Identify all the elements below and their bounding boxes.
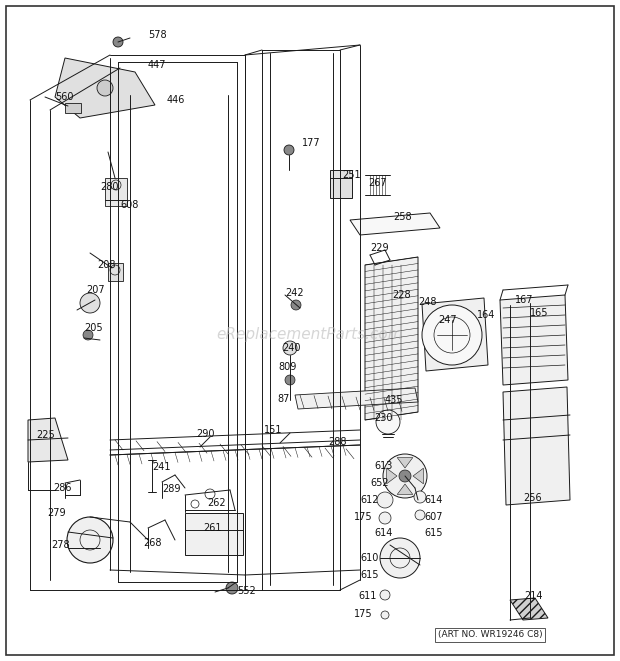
Circle shape — [291, 300, 301, 310]
Text: 552: 552 — [237, 586, 255, 596]
Polygon shape — [350, 213, 440, 235]
Polygon shape — [295, 388, 418, 409]
Text: 614: 614 — [374, 528, 392, 538]
Text: (ART NO. WR19246 C8): (ART NO. WR19246 C8) — [438, 631, 542, 639]
Text: 612: 612 — [360, 495, 378, 505]
Polygon shape — [387, 468, 397, 484]
Text: 230: 230 — [374, 413, 392, 423]
Text: 278: 278 — [51, 540, 69, 550]
Text: 225: 225 — [36, 430, 55, 440]
Text: 267: 267 — [368, 178, 387, 188]
Text: 261: 261 — [203, 523, 221, 533]
Circle shape — [422, 305, 482, 365]
Circle shape — [67, 517, 113, 563]
Text: 279: 279 — [47, 508, 66, 518]
Polygon shape — [510, 598, 548, 620]
Text: 240: 240 — [282, 343, 301, 353]
Bar — [108, 263, 123, 281]
Text: 268: 268 — [143, 538, 161, 548]
Circle shape — [226, 582, 238, 594]
Circle shape — [377, 492, 393, 508]
Text: 613: 613 — [374, 461, 392, 471]
Text: 446: 446 — [167, 95, 185, 105]
Text: 289: 289 — [162, 484, 180, 494]
Text: 175: 175 — [354, 609, 373, 619]
Text: 288: 288 — [328, 437, 347, 447]
Text: 251: 251 — [342, 170, 361, 180]
Text: 151: 151 — [264, 425, 283, 435]
Text: 228: 228 — [392, 290, 410, 300]
Circle shape — [379, 512, 391, 524]
Polygon shape — [503, 387, 570, 505]
Bar — [105, 178, 127, 206]
Text: 248: 248 — [418, 297, 436, 307]
Text: 167: 167 — [515, 295, 533, 305]
Polygon shape — [28, 418, 68, 462]
Text: 652: 652 — [370, 478, 389, 488]
Text: 608: 608 — [120, 200, 138, 210]
Circle shape — [381, 611, 389, 619]
Circle shape — [83, 330, 93, 340]
Circle shape — [383, 454, 427, 498]
Bar — [65, 103, 81, 113]
Polygon shape — [413, 468, 423, 484]
Circle shape — [285, 375, 295, 385]
Text: 164: 164 — [477, 310, 495, 320]
Text: 290: 290 — [196, 429, 215, 439]
Text: 256: 256 — [523, 493, 542, 503]
Circle shape — [399, 470, 411, 482]
Text: 447: 447 — [148, 60, 167, 70]
Text: 258: 258 — [393, 212, 412, 222]
Text: 607: 607 — [424, 512, 443, 522]
Polygon shape — [500, 295, 568, 385]
Circle shape — [415, 510, 425, 520]
Text: 280: 280 — [100, 182, 118, 192]
Text: 610: 610 — [360, 553, 378, 563]
Text: 241: 241 — [152, 462, 171, 472]
Circle shape — [284, 145, 294, 155]
Bar — [330, 170, 352, 198]
Polygon shape — [422, 298, 488, 371]
Text: 242: 242 — [285, 288, 304, 298]
Circle shape — [414, 491, 426, 503]
Text: 165: 165 — [530, 308, 549, 318]
Text: 435: 435 — [385, 395, 404, 405]
Text: 175: 175 — [354, 512, 373, 522]
Circle shape — [80, 293, 100, 313]
Text: 177: 177 — [302, 138, 321, 148]
Text: 615: 615 — [360, 570, 378, 580]
Circle shape — [380, 590, 390, 600]
Polygon shape — [55, 58, 155, 118]
Circle shape — [97, 80, 113, 96]
Text: 614: 614 — [424, 495, 443, 505]
Circle shape — [283, 341, 297, 355]
Circle shape — [376, 410, 400, 434]
Text: 809: 809 — [278, 362, 296, 372]
Text: 578: 578 — [148, 30, 167, 40]
Bar — [185, 513, 243, 555]
Text: 615: 615 — [424, 528, 443, 538]
Text: eReplacementParts.com: eReplacementParts.com — [216, 327, 404, 342]
Text: 286: 286 — [53, 483, 71, 493]
Text: 611: 611 — [358, 591, 376, 601]
Text: 207: 207 — [86, 285, 105, 295]
Text: 205: 205 — [84, 323, 103, 333]
Circle shape — [113, 37, 123, 47]
Text: 560: 560 — [55, 92, 74, 102]
Text: 247: 247 — [438, 315, 456, 325]
Polygon shape — [365, 257, 418, 420]
Text: 87: 87 — [277, 394, 290, 404]
Text: 229: 229 — [370, 243, 389, 253]
Text: 214: 214 — [524, 591, 542, 601]
Polygon shape — [397, 484, 413, 494]
Text: 262: 262 — [207, 498, 226, 508]
Text: 208: 208 — [97, 260, 115, 270]
Polygon shape — [397, 457, 413, 468]
Circle shape — [380, 538, 420, 578]
